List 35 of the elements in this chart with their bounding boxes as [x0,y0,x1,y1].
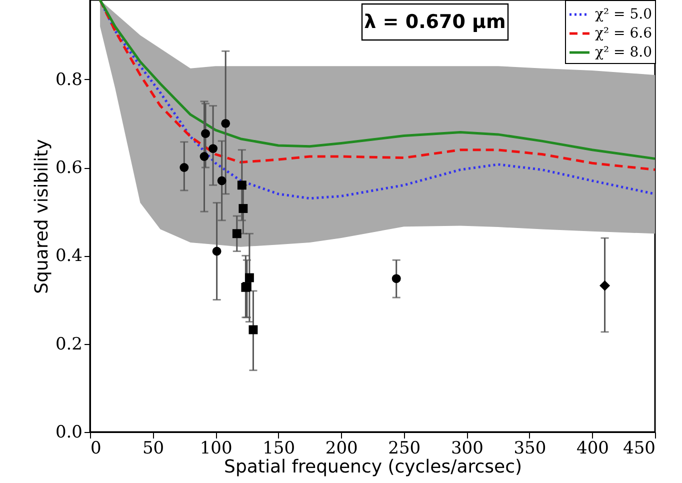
x-tick-label: 400 [576,438,609,458]
x-tick-label: 50 [142,438,164,458]
x-axis-title: Spatial frequency (cycles/arcsec) [224,456,522,478]
point [180,163,189,172]
y-tick-label: 0.2 [55,334,82,354]
point [212,246,222,256]
x-tick-label: 100 [200,438,232,458]
annotation: λ = 0.670 μm [364,11,506,33]
point [201,129,210,138]
y-axis-title: Squared visibility [31,138,52,294]
legend-label: χ² = 6.6 [595,26,652,42]
y-tick-label: 0.4 [55,246,82,266]
point [392,274,401,284]
x-tick-label: 300 [450,438,484,458]
point [221,118,230,128]
y-tick-label: 0.0 [55,422,82,442]
point [248,325,258,334]
x-tick-label: 200 [325,438,358,458]
x-tick-label: 0 [90,438,102,458]
point [244,273,254,282]
x-tick-label: 450 [623,438,656,458]
legend-label: χ² = 8.0 [595,44,652,60]
legend-label: χ² = 5.0 [595,6,652,22]
y-tick-label: 0.8 [55,70,82,90]
point [238,204,248,213]
y-tick-label: 0.6 [55,158,82,178]
point [237,180,246,190]
point [600,280,610,291]
point [200,152,209,161]
x-tick-label: 250 [388,438,421,458]
point [217,176,226,186]
x-tick-label: 350 [514,438,546,458]
x-tick-label: 150 [262,438,296,458]
point [208,144,218,154]
point [232,229,242,238]
